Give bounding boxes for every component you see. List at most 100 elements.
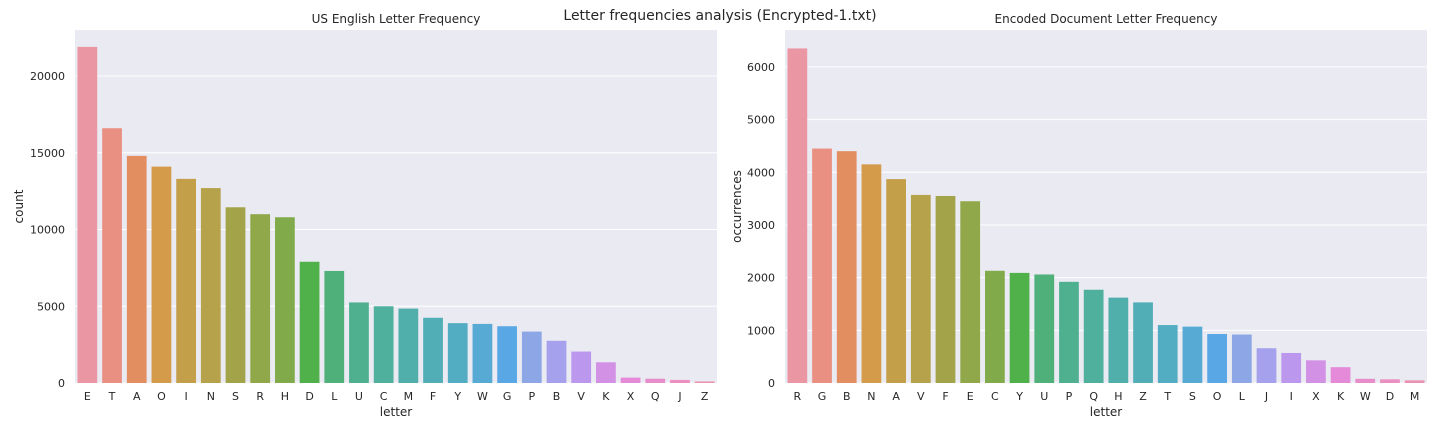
axes-title: US English Letter Frequency bbox=[312, 12, 481, 26]
bar-L bbox=[324, 270, 345, 383]
y-tick-label: 1000 bbox=[747, 324, 775, 337]
x-tick-label: D bbox=[305, 390, 313, 403]
bar-G bbox=[812, 148, 832, 383]
bar-W bbox=[472, 323, 493, 383]
x-tick-label: X bbox=[627, 390, 635, 403]
y-tick-label: 20000 bbox=[30, 70, 65, 83]
bar-T bbox=[1157, 325, 1178, 383]
bar-R bbox=[250, 214, 271, 383]
bar-X bbox=[620, 377, 641, 383]
x-tick-label: J bbox=[677, 390, 681, 403]
x-tick-label: K bbox=[1337, 390, 1345, 403]
x-tick-label: Y bbox=[1015, 390, 1023, 403]
bar-K bbox=[1330, 367, 1351, 383]
y-tick-label: 0 bbox=[768, 377, 775, 390]
bar-I bbox=[1281, 352, 1302, 383]
bar-E bbox=[960, 201, 981, 383]
x-tick-label: Z bbox=[701, 390, 709, 403]
x-tick-label: R bbox=[794, 390, 802, 403]
bar-S bbox=[1182, 326, 1203, 383]
bar-J bbox=[1256, 348, 1277, 383]
y-tick-label: 5000 bbox=[37, 300, 65, 313]
x-tick-label: F bbox=[430, 390, 436, 403]
bar-B bbox=[546, 340, 567, 383]
x-tick-label: J bbox=[1264, 390, 1268, 403]
x-tick-label: N bbox=[207, 390, 215, 403]
bar-H bbox=[275, 217, 295, 383]
x-tick-label: G bbox=[503, 390, 512, 403]
x-tick-label: E bbox=[84, 390, 91, 403]
bar-K bbox=[596, 362, 616, 383]
x-tick-label: A bbox=[892, 390, 900, 403]
bar-P bbox=[1059, 281, 1079, 383]
bar-O bbox=[151, 166, 172, 383]
x-tick-label: F bbox=[942, 390, 948, 403]
bar-J bbox=[670, 379, 690, 383]
x-tick-label: C bbox=[991, 390, 999, 403]
bar-M bbox=[398, 308, 419, 383]
bar-L bbox=[1231, 334, 1252, 383]
chart-encoded-document-frequency: 0 1000 2000 3000 4000 5000 6000 R G B N A V F E C Y U P Q H Z… bbox=[730, 12, 1427, 419]
bar-A bbox=[886, 179, 906, 383]
x-tick-label: B bbox=[843, 390, 851, 403]
x-tick-label: N bbox=[867, 390, 875, 403]
bar-A bbox=[126, 155, 147, 383]
x-tick-label: T bbox=[1163, 390, 1171, 403]
y-tick-label: 3000 bbox=[747, 219, 775, 232]
y-axis-label: count bbox=[12, 189, 26, 223]
x-tick-label: Z bbox=[1139, 390, 1147, 403]
x-tick-label: Q bbox=[1089, 390, 1098, 403]
x-tick-label: S bbox=[1189, 390, 1196, 403]
bar-E bbox=[77, 46, 98, 384]
bar-V bbox=[571, 351, 592, 383]
bar-F bbox=[935, 195, 956, 383]
x-tick-label: T bbox=[108, 390, 116, 403]
x-tick-label: V bbox=[577, 390, 585, 403]
bar-W bbox=[1355, 378, 1376, 383]
y-tick-label: 10000 bbox=[30, 224, 65, 237]
axes-title: Encoded Document Letter Frequency bbox=[995, 12, 1218, 26]
y-tick-label: 0 bbox=[58, 377, 65, 390]
x-tick-label: P bbox=[528, 390, 535, 403]
x-tick-label: U bbox=[355, 390, 363, 403]
x-axis-label: letter bbox=[380, 405, 413, 419]
x-tick-label: M bbox=[404, 390, 414, 403]
figure-suptitle: Letter frequencies analysis (Encrypted-1… bbox=[563, 8, 876, 24]
bar-Q bbox=[1083, 289, 1104, 383]
bar-Y bbox=[1009, 272, 1030, 383]
x-tick-label: O bbox=[157, 390, 166, 403]
bar-U bbox=[1034, 274, 1055, 383]
bar-R bbox=[787, 48, 808, 383]
bar-X bbox=[1306, 360, 1326, 383]
bar-S bbox=[225, 207, 246, 383]
bar-M bbox=[1404, 380, 1425, 383]
x-tick-label: X bbox=[1312, 390, 1320, 403]
bar-O bbox=[1207, 334, 1227, 383]
x-tick-label: O bbox=[1213, 390, 1222, 403]
bar-D bbox=[299, 261, 320, 383]
y-tick-label: 2000 bbox=[747, 272, 775, 285]
bar-Y bbox=[447, 323, 468, 383]
bar-U bbox=[349, 302, 369, 383]
y-tick-label: 4000 bbox=[747, 166, 775, 179]
y-tick-label: 5000 bbox=[747, 114, 775, 127]
x-tick-label: M bbox=[1410, 390, 1420, 403]
bar-Z bbox=[1133, 302, 1153, 383]
x-tick-label: S bbox=[232, 390, 239, 403]
bar-Z bbox=[694, 381, 715, 383]
bar-D bbox=[1380, 379, 1400, 383]
x-tick-label: A bbox=[133, 390, 141, 403]
x-tick-label: L bbox=[331, 390, 338, 403]
x-tick-label: L bbox=[1239, 390, 1246, 403]
bar-V bbox=[910, 194, 931, 383]
x-tick-label: C bbox=[380, 390, 388, 403]
x-tick-label: U bbox=[1040, 390, 1048, 403]
x-tick-label: K bbox=[602, 390, 610, 403]
bar-C bbox=[985, 270, 1005, 383]
x-tick-label: V bbox=[917, 390, 925, 403]
y-axis-label: occurrences bbox=[730, 170, 744, 243]
bar-C bbox=[373, 306, 394, 383]
x-tick-label: B bbox=[553, 390, 561, 403]
x-tick-label: G bbox=[818, 390, 827, 403]
x-tick-label: E bbox=[967, 390, 974, 403]
